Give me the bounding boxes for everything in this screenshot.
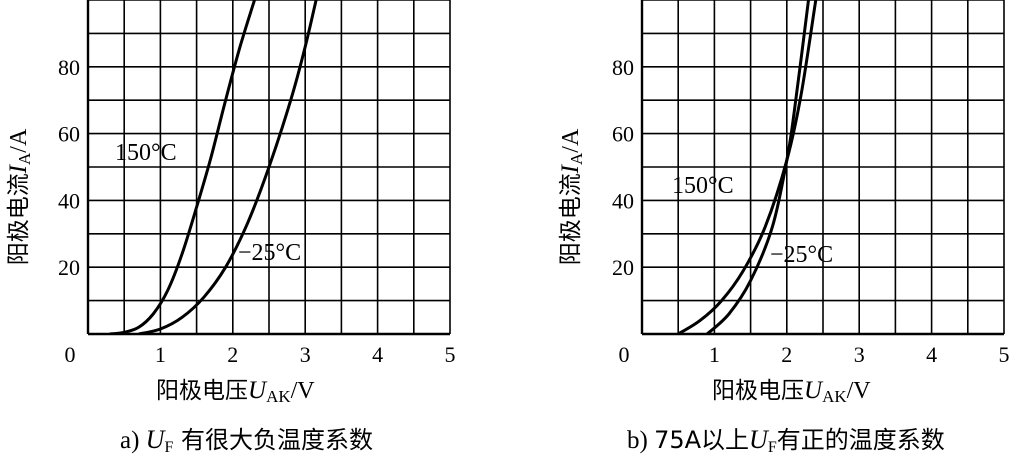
x-tick-label: 2 (227, 342, 238, 367)
chart-caption: a) UF 有很大负温度系数 (120, 425, 373, 456)
grid (87, 0, 451, 334)
x-tick-label: 0 (619, 342, 630, 367)
y-tick-label: 40 (58, 188, 80, 213)
chart-panel-b: 0 1 2 3 4 5 20 40 60 80 150°C −25°C 阳极电压UAK/V 阳极电流IA/… (557, 0, 1010, 456)
y-tick-label: 80 (612, 55, 634, 80)
grid (641, 0, 1005, 334)
y-tick-label: 60 (612, 122, 634, 147)
x-tick-label: 3 (300, 342, 311, 367)
x-tick-label: 1 (155, 342, 166, 367)
x-tick-label: 1 (709, 342, 720, 367)
x-axis-label: 阳极电压UAK/V (712, 377, 871, 406)
y-tick-label: 20 (58, 255, 80, 280)
x-tick-label: 0 (65, 342, 76, 367)
x-tick-label: 5 (999, 342, 1010, 367)
series-line-150c (677, 0, 818, 334)
y-tick-label: 60 (58, 122, 80, 147)
x-tick-label: 4 (372, 342, 383, 367)
series-line-minus25c (138, 0, 318, 334)
series-label-minus25c: −25°C (770, 242, 833, 268)
y-tick-label: 40 (612, 188, 634, 213)
series-label-150c: 150°C (672, 173, 734, 199)
y-axis-label: 阳极电流IA/A (557, 128, 586, 265)
x-tick-label: 5 (445, 342, 456, 367)
x-tick-label: 2 (781, 342, 792, 367)
series-line-150c (109, 0, 256, 334)
series-label-150c: 150°C (115, 140, 177, 166)
x-tick-label: 4 (926, 342, 937, 367)
series-label-minus25c: −25°C (238, 240, 301, 266)
y-tick-label: 80 (58, 55, 80, 80)
series-line-minus25c (706, 0, 810, 334)
y-tick-label: 20 (612, 255, 634, 280)
chart-caption: b) 75A以上UF有正的温度系数 (627, 425, 945, 456)
chart-panel-a: 0 1 2 3 4 5 20 40 60 80 150°C −25°C 阳极电压UAK/V 阳极电流IA/… (5, 0, 456, 456)
y-axis-label: 阳极电流IA/A (5, 128, 34, 265)
x-tick-label: 3 (854, 342, 865, 367)
x-axis-label: 阳极电压UAK/V (156, 377, 315, 406)
